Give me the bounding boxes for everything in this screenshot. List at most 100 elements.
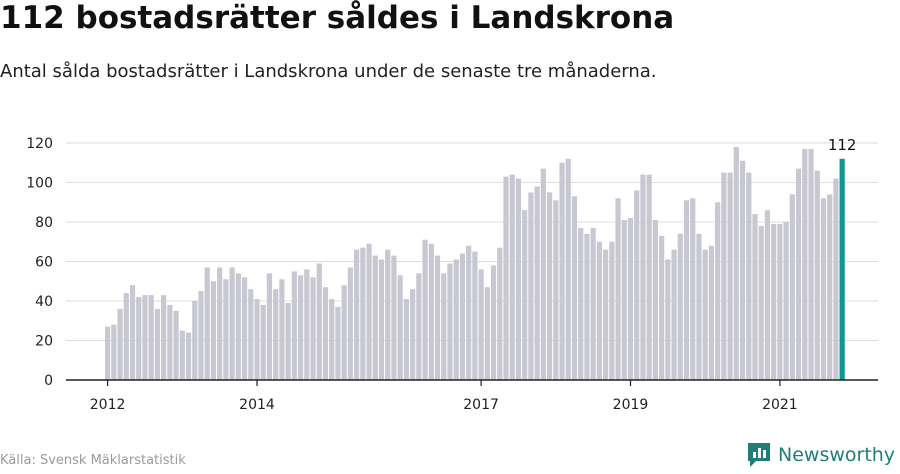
bar bbox=[659, 235, 665, 380]
bar bbox=[484, 287, 490, 380]
bar bbox=[354, 249, 360, 380]
bar bbox=[310, 277, 316, 380]
bar bbox=[179, 330, 185, 380]
bar bbox=[241, 277, 248, 380]
bar bbox=[416, 273, 422, 380]
bar bbox=[161, 295, 167, 380]
bar bbox=[708, 245, 715, 380]
bar bbox=[727, 172, 733, 380]
bar bbox=[578, 227, 584, 380]
bar bbox=[640, 174, 646, 380]
bar bbox=[111, 324, 117, 380]
bar bbox=[665, 259, 671, 380]
bar bbox=[385, 249, 391, 380]
bar bbox=[167, 304, 173, 380]
bar bbox=[652, 220, 658, 380]
x-tick-label: 2019 bbox=[613, 397, 649, 413]
chart-subtitle: Antal sålda bostadsrätter i Landskrona u… bbox=[0, 61, 657, 82]
bars bbox=[105, 146, 845, 380]
bar bbox=[453, 259, 459, 380]
bar bbox=[677, 233, 683, 380]
bar bbox=[273, 289, 279, 380]
bar bbox=[503, 176, 509, 380]
bar bbox=[758, 225, 764, 380]
newsworthy-logo-icon bbox=[748, 443, 770, 467]
x-tick-label: 2012 bbox=[90, 397, 126, 413]
bar bbox=[827, 194, 833, 380]
bar bbox=[789, 194, 795, 380]
bar bbox=[795, 168, 802, 380]
page-title: 112 bostadsrätter såldes i Landskrona bbox=[0, 0, 675, 36]
y-axis-labels: 0 20 40 60 80 100 120 bbox=[26, 136, 53, 389]
bar bbox=[814, 170, 820, 380]
bar bbox=[627, 218, 634, 380]
bar bbox=[360, 247, 366, 380]
bar bbox=[565, 158, 571, 380]
bar bbox=[335, 306, 341, 380]
bar bbox=[528, 192, 534, 380]
bar bbox=[204, 267, 210, 380]
bar bbox=[752, 214, 758, 380]
bar bbox=[347, 267, 353, 380]
bar bbox=[285, 302, 291, 380]
bar bbox=[260, 304, 266, 380]
bar bbox=[739, 160, 746, 380]
bar bbox=[621, 220, 627, 380]
bar bbox=[771, 223, 777, 380]
bar bbox=[248, 289, 254, 380]
y-tick-label: 0 bbox=[44, 373, 53, 389]
bar bbox=[590, 227, 596, 380]
bar bbox=[279, 279, 285, 380]
bar bbox=[434, 255, 441, 380]
bar bbox=[378, 259, 385, 380]
bar bbox=[223, 279, 229, 380]
bar bbox=[515, 178, 522, 380]
bar bbox=[509, 174, 515, 380]
bar bbox=[808, 148, 814, 380]
bar bbox=[833, 178, 839, 380]
x-axis-labels: 2012 2014 2017 2019 2021 bbox=[90, 380, 798, 413]
bar bbox=[466, 245, 472, 380]
bar bbox=[764, 210, 771, 380]
bar bbox=[596, 241, 602, 380]
y-tick-label: 100 bbox=[26, 176, 53, 192]
bar bbox=[117, 308, 123, 380]
y-tick-label: 20 bbox=[35, 334, 53, 350]
bar bbox=[447, 263, 453, 380]
bar-highlight bbox=[839, 158, 845, 380]
bar bbox=[646, 174, 652, 380]
bar bbox=[671, 249, 677, 380]
bar bbox=[397, 275, 403, 380]
bar bbox=[316, 263, 322, 380]
bar bbox=[291, 271, 297, 380]
bar bbox=[715, 202, 721, 380]
bar bbox=[304, 269, 310, 380]
bar bbox=[603, 249, 609, 380]
bar bbox=[148, 295, 154, 380]
bar bbox=[372, 255, 378, 380]
bar bbox=[229, 267, 235, 380]
bar bbox=[198, 291, 204, 380]
bar bbox=[341, 285, 347, 380]
y-tick-label: 40 bbox=[35, 294, 53, 310]
bar bbox=[391, 255, 397, 380]
bar bbox=[609, 241, 615, 380]
bar bbox=[185, 332, 192, 380]
bar bbox=[422, 239, 428, 380]
bar bbox=[154, 308, 160, 380]
bar bbox=[129, 285, 136, 380]
y-tick-label: 120 bbox=[26, 136, 53, 152]
bar bbox=[217, 267, 223, 380]
bar bbox=[696, 233, 702, 380]
x-tick-label: 2014 bbox=[239, 397, 275, 413]
bar bbox=[142, 295, 148, 380]
bar bbox=[472, 251, 478, 380]
bar bbox=[553, 200, 559, 380]
bar bbox=[490, 265, 497, 380]
bar bbox=[123, 293, 129, 380]
source-text: Källa: Svensk Mäklarstatistik bbox=[0, 453, 186, 468]
y-tick-label: 80 bbox=[35, 215, 53, 231]
y-tick-label: 60 bbox=[35, 255, 53, 271]
bar bbox=[690, 198, 696, 380]
bar bbox=[105, 326, 111, 380]
